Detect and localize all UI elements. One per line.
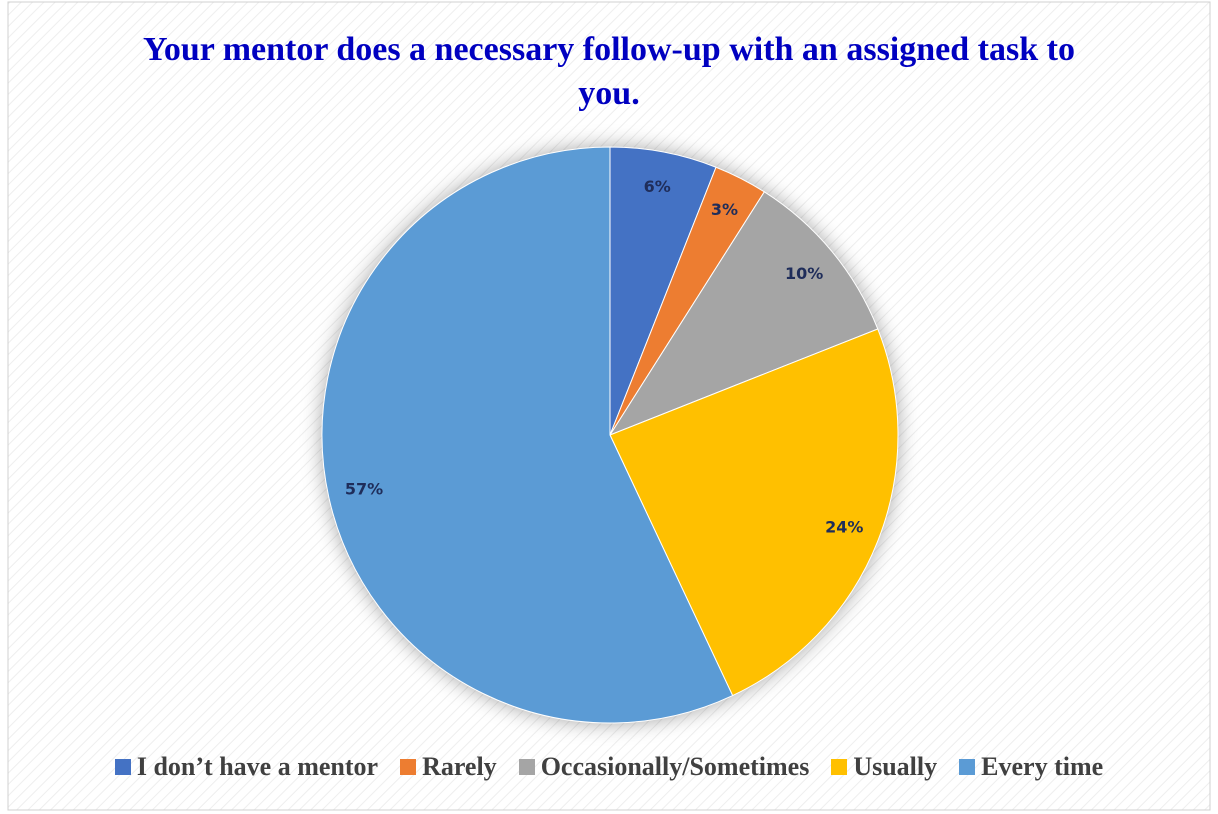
legend-item: Every time <box>959 752 1103 782</box>
pie-slice <box>609 328 899 697</box>
legend: I don’t have a mentor Rarely Occasionally/… <box>0 752 1218 782</box>
legend-item: Occasionally/Sometimes <box>518 752 810 782</box>
legend-item: Rarely <box>400 752 497 782</box>
legend-item: I don’t have a mentor <box>114 752 379 782</box>
legend-label: Every time <box>981 752 1104 781</box>
data-labels: 6% 3% 10% 24% 57% <box>345 177 864 536</box>
data-label: 3% <box>711 200 738 219</box>
data-label: 10% <box>785 264 823 283</box>
pie-slice <box>608 191 879 437</box>
data-label: 57% <box>345 479 383 498</box>
chart-title: Your mentor does a necessary follow-up w… <box>143 31 1075 112</box>
legend-swatch <box>400 759 417 775</box>
legend-label: I don’t have a mentor <box>136 752 379 781</box>
legend-swatch <box>959 759 976 775</box>
pie-slice <box>321 146 734 724</box>
legend-swatch <box>831 759 848 775</box>
legend-item: Usually <box>831 752 937 782</box>
legend-label: Usually <box>853 752 938 781</box>
legend-swatch <box>114 759 131 775</box>
legend-label: Rarely <box>422 752 497 781</box>
legend-label: Occasionally/Sometimes <box>540 752 810 781</box>
data-label: 6% <box>644 177 671 196</box>
data-label: 24% <box>825 517 863 536</box>
pie <box>321 146 899 724</box>
legend-swatch <box>518 759 535 775</box>
